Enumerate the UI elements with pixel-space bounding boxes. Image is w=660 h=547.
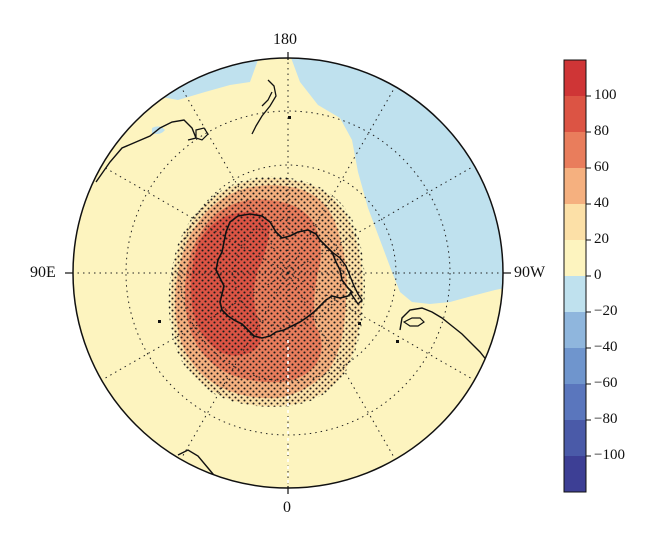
longitude-label-left: 90E <box>30 264 56 281</box>
colorbar-tick-label: −20 <box>594 303 618 319</box>
colorbar-tick-label: −100 <box>594 447 625 463</box>
new-zealand-coastline <box>251 79 277 135</box>
colorbar-segment <box>564 276 586 312</box>
colorbar-segment <box>564 60 586 96</box>
colorbar-tick-label: 0 <box>594 267 602 283</box>
colorbar-tick-label: −80 <box>594 411 618 427</box>
colorbar-segment <box>564 384 586 420</box>
graticule <box>73 58 503 488</box>
colorbar-tick-label: 40 <box>594 195 609 211</box>
longitude-label-bottom: 0 <box>283 499 291 516</box>
significance-stippling <box>168 176 365 407</box>
colorbar-tick-label: −40 <box>594 339 618 355</box>
colorbar-segment <box>564 240 586 276</box>
colorbar-segment <box>564 132 586 168</box>
island-auckland <box>288 116 291 119</box>
colorbar-segment <box>564 168 586 204</box>
australia-coastline <box>95 119 197 183</box>
island-falkland <box>396 340 399 343</box>
polar-map-disc <box>73 58 503 488</box>
island-south-shetland <box>358 322 361 325</box>
colorbar-segment <box>564 96 586 132</box>
south-america-inner <box>402 317 425 327</box>
colorbar-segment <box>564 456 586 492</box>
island-kerguelen <box>158 320 161 323</box>
colorbar-segment <box>564 420 586 456</box>
colorbar-tick-label: −60 <box>594 375 618 391</box>
colorbar-tick-label: 20 <box>594 231 609 247</box>
antarctic-peninsula <box>331 251 363 306</box>
colorbar-segment <box>564 348 586 384</box>
longitude-label-right: 90W <box>514 264 546 281</box>
longitude-label-top: 180 <box>273 31 297 48</box>
colorbar <box>563 59 591 493</box>
colorbar-segment <box>564 312 586 348</box>
colorbar-tick-label: 100 <box>594 87 617 103</box>
colorbar-tick-label: 60 <box>594 159 609 175</box>
tasmania-coastline <box>195 127 209 141</box>
colorbar-tick-label: 80 <box>594 123 609 139</box>
antarctica-coastline <box>215 213 353 339</box>
colorbar-segment <box>564 204 586 240</box>
